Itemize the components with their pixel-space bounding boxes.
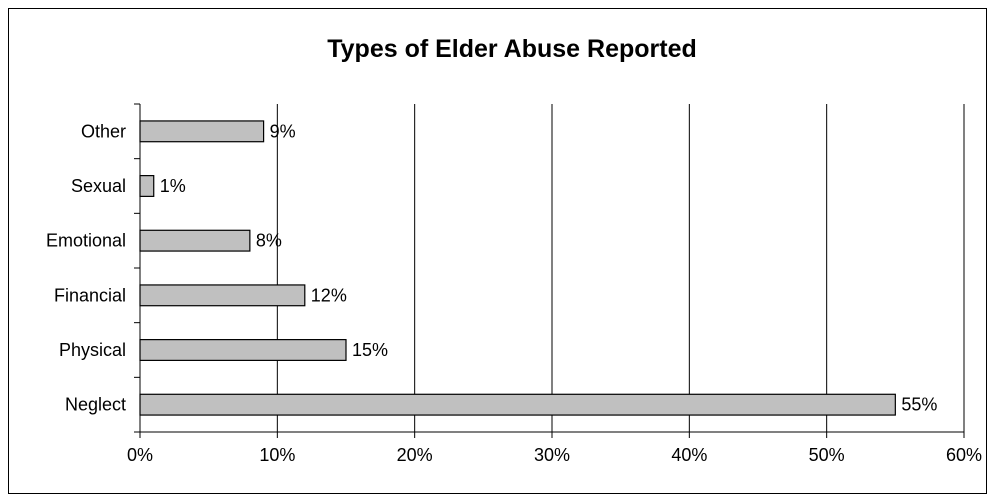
x-tick-label: 10% [259,445,295,465]
data-label: 9% [270,121,296,141]
axes [134,103,965,438]
labels: 0% 10% 20% 30% 40% 50% 60% Neglect 55% Physical 15… [46,121,982,465]
y-category-label: Financial [54,285,126,305]
x-tick-label: 0% [127,445,153,465]
data-label: 15% [352,340,388,360]
y-category-label: Physical [59,340,126,360]
y-category-label: Emotional [46,231,126,251]
data-label: 8% [256,231,282,251]
x-tick-label: 30% [534,445,570,465]
bar-physical [139,339,347,361]
gridlines [276,104,965,432]
data-label: 55% [901,395,937,415]
chart-title: Types of Elder Abuse Reported [327,35,697,63]
bar-other [139,120,265,143]
x-tick-label: 60% [946,445,982,465]
data-label: 12% [311,285,347,305]
bar-emotional [139,229,251,252]
data-label: 1% [160,176,186,196]
x-tick-label: 40% [671,445,707,465]
y-category-label: Neglect [65,395,126,415]
y-category-label: Sexual [71,176,126,196]
x-tick-label: 20% [397,445,433,465]
bars [139,120,896,416]
x-tick-label: 50% [809,445,845,465]
y-category-label: Other [81,121,126,141]
bar-financial [139,284,306,307]
bar-neglect [139,393,896,416]
bar-sexual [139,175,155,197]
